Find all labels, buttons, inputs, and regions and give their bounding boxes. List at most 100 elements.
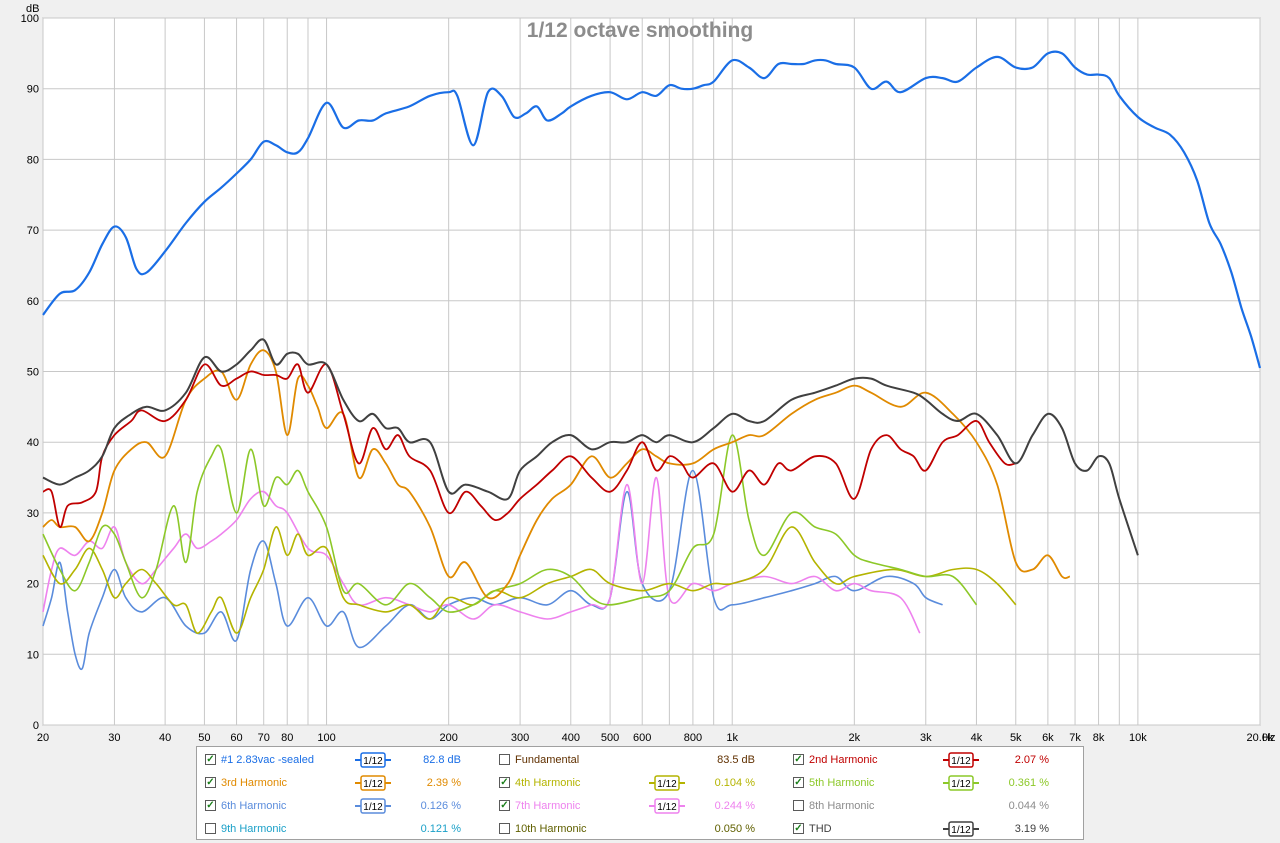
x-tick-label: 40: [159, 732, 171, 744]
legend-item[interactable]: ✓ #1 2.83vac -sealed 1/12 82.8 dB: [205, 751, 490, 771]
smoothing-label: 1/12: [951, 756, 971, 767]
y-tick-label: 60: [27, 296, 39, 308]
legend-value: 0.121 %: [420, 823, 461, 835]
x-tick-label: 4k: [971, 732, 983, 744]
legend-checkbox[interactable]: ✓: [499, 777, 510, 788]
legend-value: 0.126 %: [420, 800, 461, 812]
x-tick-label: 200: [439, 732, 457, 744]
smoothing-icon[interactable]: 1/12: [649, 798, 685, 814]
legend-item[interactable]: 10th Harmonic 0.050 %: [499, 820, 784, 840]
legend-label: 7th Harmonic: [515, 800, 581, 812]
y-tick-label: 100: [21, 13, 39, 25]
y-tick-label: 0: [33, 720, 39, 732]
legend-label: 3rd Harmonic: [221, 777, 288, 789]
legend-value: 3.19 %: [1014, 823, 1049, 835]
y-axis-unit: dB: [26, 3, 39, 15]
legend-value: 2.39 %: [426, 777, 461, 789]
x-tick-label: 8k: [1093, 732, 1105, 744]
x-tick-label: 10k: [1129, 732, 1147, 744]
x-tick-label: 100: [317, 732, 335, 744]
series-line-2nd-harmonic: [42, 363, 1016, 528]
legend-label: 8th Harmonic: [809, 800, 875, 812]
x-tick-label: 400: [562, 732, 580, 744]
legend-checkbox[interactable]: [205, 823, 216, 834]
legend-checkbox[interactable]: [499, 823, 510, 834]
legend-label: 6th Harmonic: [221, 800, 287, 812]
legend-checkbox[interactable]: ✓: [499, 800, 510, 811]
x-tick-label: 50: [198, 732, 210, 744]
x-tick-label: 2k: [849, 732, 861, 744]
smoothing-label: 1/12: [951, 779, 971, 790]
x-axis-unit: Hz: [1262, 732, 1275, 744]
x-tick-label: 30: [108, 732, 120, 744]
smoothing-icon[interactable]: 1/12: [943, 775, 979, 791]
legend-label: THD: [809, 823, 832, 835]
y-tick-label: 80: [27, 154, 39, 166]
x-tick-label: 600: [633, 732, 651, 744]
legend-checkbox[interactable]: [793, 800, 804, 811]
legend-item[interactable]: Fundamental 83.5 dB: [499, 751, 784, 771]
legend-checkbox[interactable]: ✓: [793, 777, 804, 788]
tick-labels: 0 10 20 30 40 50 60 70 80 90 100 20 30 40 50 60 70 80 100 2…: [21, 13, 1274, 744]
legend-checkbox[interactable]: [499, 754, 510, 765]
y-tick-label: 30: [27, 508, 39, 520]
legend-checkbox[interactable]: ✓: [205, 800, 216, 811]
legend-value: 0.050 %: [714, 823, 755, 835]
y-tick-label: 50: [27, 367, 39, 379]
smoothing-icon[interactable]: 1/12: [355, 775, 391, 791]
legend-label: 4th Harmonic: [515, 777, 581, 789]
legend-value: 0.244 %: [714, 800, 755, 812]
legend-label: #1 2.83vac -sealed: [221, 754, 314, 766]
legend-checkbox[interactable]: ✓: [205, 777, 216, 788]
legend-item[interactable]: ✓ 5th Harmonic 1/12 0.361 %: [793, 774, 1078, 794]
series-line-1-2-83vac-sealed: [42, 50, 1262, 369]
smoothing-icon[interactable]: 1/12: [355, 798, 391, 814]
spl-chart: 0 10 20 30 40 50 60 70 80 90 100 20 30 40 50 60 70 80 100 2…: [21, 3, 1276, 744]
x-tick-label: 20.0k: [1247, 732, 1274, 744]
smoothing-icon[interactable]: 1/12: [943, 752, 979, 768]
legend-value: 0.044 %: [1008, 800, 1049, 812]
legend-value: 2.07 %: [1014, 754, 1049, 766]
series-line-4th-harmonic: [42, 526, 1017, 634]
legend-item[interactable]: ✓ 4th Harmonic 1/12 0.104 %: [499, 774, 784, 794]
y-tick-label: 70: [27, 225, 39, 237]
legend-item[interactable]: ✓ 6th Harmonic 1/12 0.126 %: [205, 797, 490, 817]
x-tick-label: 800: [684, 732, 702, 744]
x-tick-label: 3k: [920, 732, 932, 744]
x-tick-label: 70: [258, 732, 270, 744]
series-lines: [42, 50, 1262, 671]
chart-title: 1/12 octave smoothing: [527, 19, 753, 42]
legend-item[interactable]: ✓ THD 1/12 3.19 %: [793, 820, 1078, 840]
smoothing-icon[interactable]: 1/12: [649, 775, 685, 791]
legend-checkbox[interactable]: ✓: [205, 754, 216, 765]
legend-label: 2nd Harmonic: [809, 754, 878, 766]
x-tick-label: 300: [511, 732, 529, 744]
x-tick-label: 7k: [1069, 732, 1081, 744]
smoothing-label: 1/12: [363, 756, 383, 767]
x-tick-label: 80: [281, 732, 293, 744]
smoothing-label: 1/12: [951, 825, 971, 836]
legend-item[interactable]: ✓ 7th Harmonic 1/12 0.244 %: [499, 797, 784, 817]
legend-value: 83.5 dB: [717, 754, 755, 766]
legend-checkbox[interactable]: ✓: [793, 754, 804, 765]
smoothing-icon[interactable]: 1/12: [943, 821, 979, 837]
smoothing-label: 1/12: [363, 802, 383, 813]
legend-item[interactable]: ✓ 2nd Harmonic 1/12 2.07 %: [793, 751, 1078, 771]
smoothing-label: 1/12: [657, 802, 677, 813]
smoothing-icon[interactable]: 1/12: [355, 752, 391, 768]
y-tick-label: 10: [27, 649, 39, 661]
series-line-3rd-harmonic: [42, 349, 1071, 600]
grid-lines: [42, 17, 1261, 726]
legend-item[interactable]: 8th Harmonic 0.044 %: [793, 797, 1078, 817]
legend-value: 82.8 dB: [423, 754, 461, 766]
x-tick-label: 500: [601, 732, 619, 744]
legend-checkbox[interactable]: ✓: [793, 823, 804, 834]
legend-item[interactable]: ✓ 3rd Harmonic 1/12 2.39 %: [205, 774, 490, 794]
x-tick-label: 5k: [1010, 732, 1022, 744]
legend-value: 0.361 %: [1008, 777, 1049, 789]
x-tick-label: 6k: [1042, 732, 1054, 744]
x-tick-label: 60: [230, 732, 242, 744]
x-tick-label: 20: [37, 732, 49, 744]
legend-item[interactable]: 9th Harmonic 0.121 %: [205, 820, 490, 840]
smoothing-label: 1/12: [657, 779, 677, 790]
